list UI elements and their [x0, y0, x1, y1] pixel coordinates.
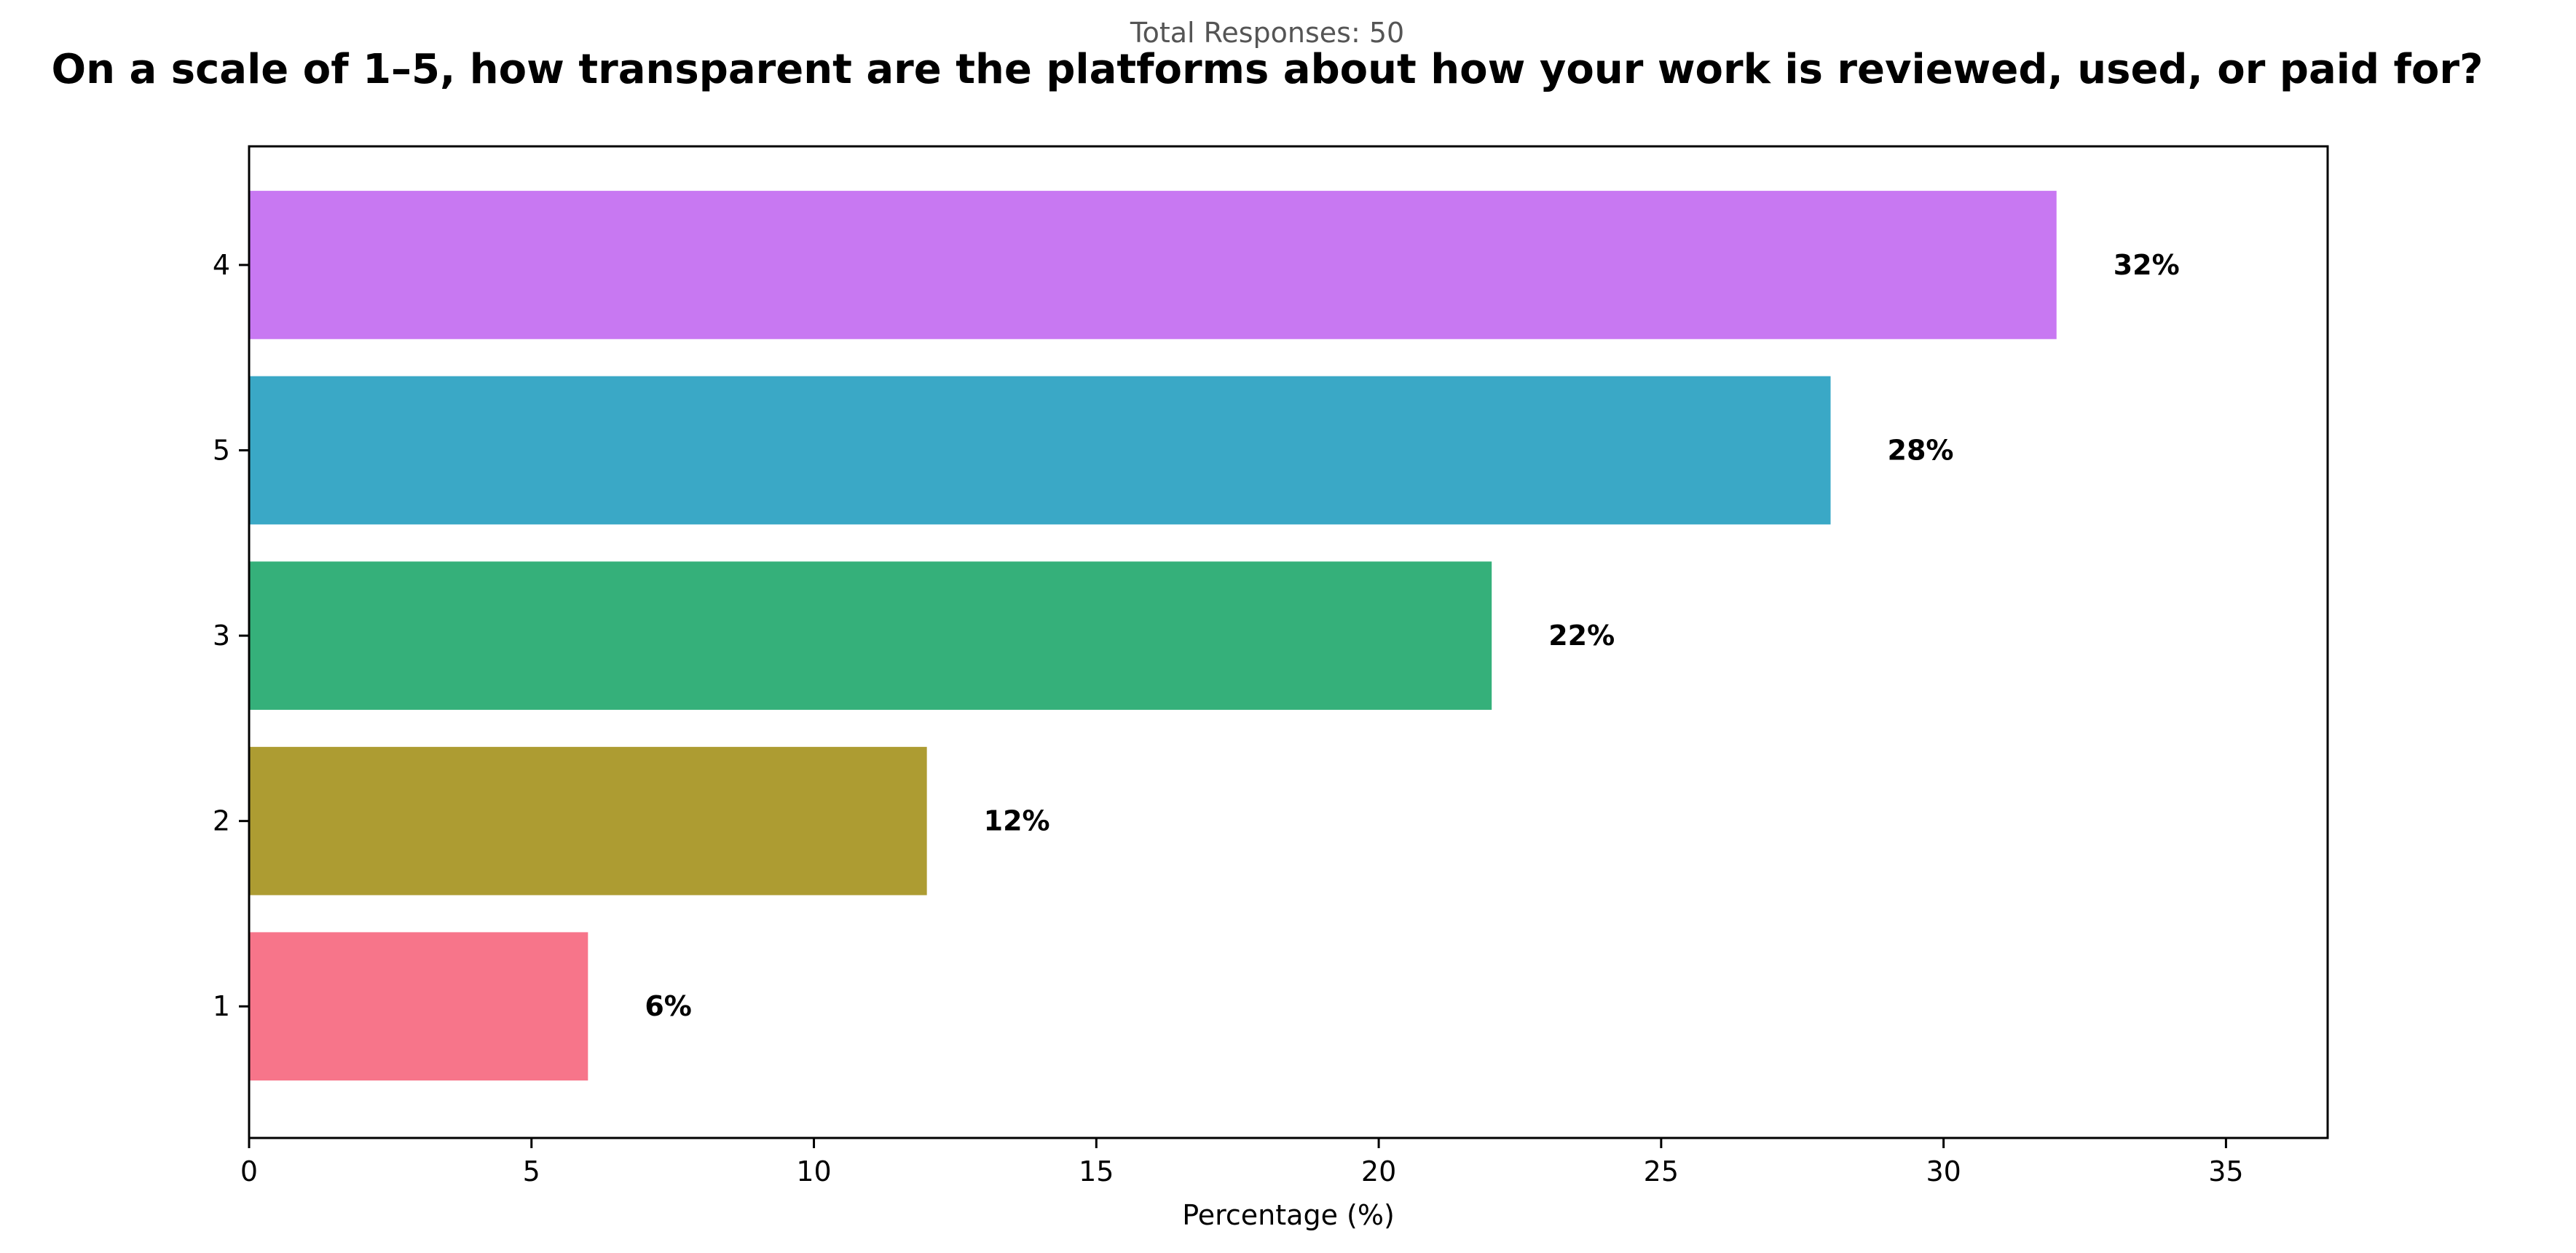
value-label-4: 32%	[2114, 249, 2180, 281]
value-label-3: 22%	[1548, 620, 1615, 652]
y-tick-label-2: 2	[213, 805, 230, 837]
x-tick-label-25: 25	[1644, 1155, 1679, 1187]
x-tick-label-30: 30	[1926, 1155, 1961, 1187]
y-tick-label-5: 5	[213, 435, 230, 467]
bar-4	[249, 191, 2057, 339]
x-axis: 0 5 10 15 20 25 30 35	[240, 1138, 2244, 1187]
value-label-5: 28%	[1888, 435, 1954, 467]
y-axis: 4 5 3 2 1	[213, 249, 249, 1022]
chart-subtitle: Total Responses: 50	[1130, 17, 1404, 49]
bar-1	[249, 932, 588, 1081]
x-tick-label-15: 15	[1079, 1155, 1114, 1187]
x-tick-label-20: 20	[1361, 1155, 1396, 1187]
bar-2	[249, 746, 927, 896]
y-tick-label-3: 3	[213, 620, 230, 652]
value-label-2: 12%	[984, 805, 1050, 837]
chart-title: On a scale of 1–5, how transparent are t…	[52, 46, 2484, 93]
bar-5	[249, 376, 1831, 525]
bars-layer	[249, 191, 2057, 1081]
x-tick-label-0: 0	[240, 1155, 258, 1187]
plot-frame	[248, 145, 2329, 1139]
x-tick-label-5: 5	[523, 1155, 540, 1187]
y-tick-label-1: 1	[213, 990, 230, 1022]
bar-3	[249, 561, 1492, 710]
x-tick-label-10: 10	[796, 1155, 831, 1187]
x-tick-label-35: 35	[2208, 1155, 2243, 1187]
value-labels-layer: 32% 28% 22% 12% 6%	[645, 249, 2179, 1022]
x-axis-label: Percentage (%)	[1182, 1199, 1395, 1231]
y-tick-label-4: 4	[213, 249, 230, 281]
value-label-1: 6%	[645, 990, 692, 1022]
